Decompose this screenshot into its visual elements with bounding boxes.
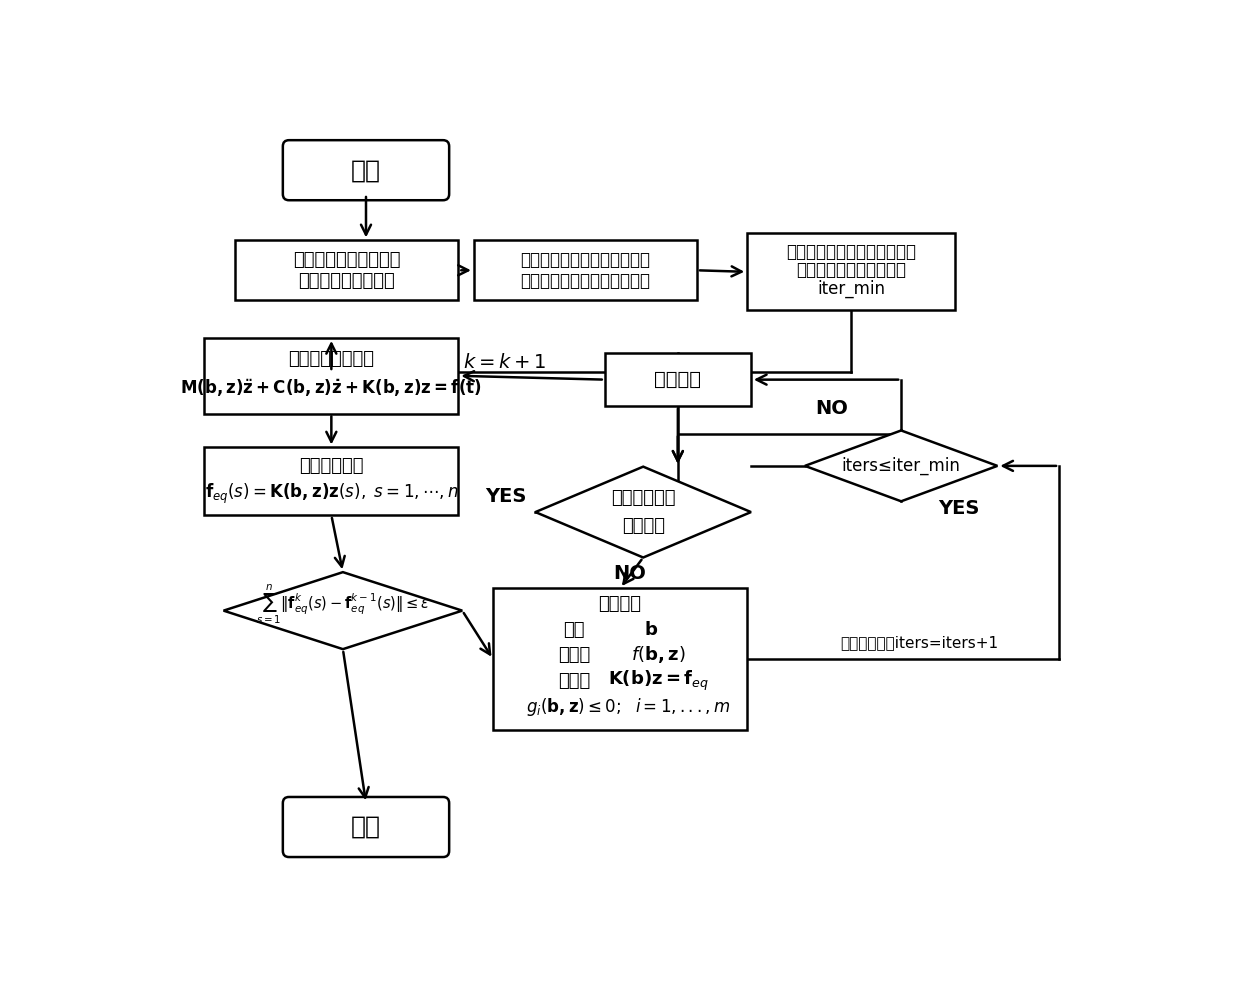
Text: 开始: 开始 xyxy=(351,158,381,183)
Text: 形作为静态机构进行拓扑优化: 形作为静态机构进行拓扑优化 xyxy=(521,272,651,290)
Text: YES: YES xyxy=(939,499,980,518)
FancyBboxPatch shape xyxy=(283,140,449,200)
Text: 优化迭代次数iters=iters+1: 优化迭代次数iters=iters+1 xyxy=(839,634,998,650)
Text: 最小化: 最小化 xyxy=(558,645,590,664)
Bar xyxy=(605,354,751,406)
FancyBboxPatch shape xyxy=(283,797,449,857)
Text: iters≤iter_min: iters≤iter_min xyxy=(842,457,961,475)
Polygon shape xyxy=(223,573,463,649)
Text: 满足：: 满足： xyxy=(558,672,590,689)
Text: 结束: 结束 xyxy=(351,815,381,839)
Bar xyxy=(494,588,748,731)
Text: iter_min: iter_min xyxy=(817,280,885,298)
Bar xyxy=(236,241,459,300)
Bar xyxy=(474,241,697,300)
Text: 非线性动力学分析: 非线性动力学分析 xyxy=(289,350,374,368)
Text: $g_i(\mathbf{b,z})\leq0;\ \ i=1,...,m$: $g_i(\mathbf{b,z})\leq0;\ \ i=1,...,m$ xyxy=(526,696,730,718)
Bar xyxy=(748,234,955,310)
Text: NO: NO xyxy=(816,399,848,417)
Text: YES: YES xyxy=(485,487,527,506)
Text: $\mathbf{f}_{eq}(s)=\mathbf{K(b,z)z}(s),\ s=1,\cdots,n$: $\mathbf{f}_{eq}(s)=\mathbf{K(b,z)z}(s),… xyxy=(205,481,459,506)
Text: 步长搜索: 步长搜索 xyxy=(599,595,641,613)
Text: NO: NO xyxy=(613,565,646,583)
Text: $\mathbf{M(b,z)\ddot{z}+C(b,z)\dot{z}+K(b,z)z=f(t)}$: $\mathbf{M(b,z)\ddot{z}+C(b,z)\dot{z}+K(… xyxy=(181,377,482,399)
Bar xyxy=(205,338,459,413)
Text: 线性优化收敛: 线性优化收敛 xyxy=(611,489,676,508)
Polygon shape xyxy=(805,430,997,501)
Bar xyxy=(205,448,459,516)
Text: $k=k+1$: $k=k+1$ xyxy=(463,354,546,372)
Polygon shape xyxy=(536,466,751,558)
Text: $\mathbf{K(b)z=f}_{eq}$: $\mathbf{K(b)z=f}_{eq}$ xyxy=(608,669,709,693)
Text: 任选机构运动过程中的某一位: 任选机构运动过程中的某一位 xyxy=(521,250,651,268)
Text: 搜索: 搜索 xyxy=(563,621,584,639)
Text: 分析拓扑优化结果，确定拓扑: 分析拓扑优化结果，确定拓扑 xyxy=(786,243,916,261)
Text: 更新设计: 更新设计 xyxy=(655,370,702,389)
Text: b: b xyxy=(645,621,657,639)
Text: $f(\mathbf{b,z})$: $f(\mathbf{b,z})$ xyxy=(631,644,686,665)
Text: 的非线性有限元模型: 的非线性有限元模型 xyxy=(299,272,396,290)
Text: 条件满足: 条件满足 xyxy=(621,517,665,535)
Text: 计算等效载荷: 计算等效载荷 xyxy=(299,457,363,475)
Text: 建立含有运动学自由度: 建立含有运动学自由度 xyxy=(293,250,401,268)
Text: $\sum_{s=1}^{n}\|\mathbf{f}_{eq}^{k}(s)-\mathbf{f}_{eq}^{k-1}(s)\|\leq\varepsilo: $\sum_{s=1}^{n}\|\mathbf{f}_{eq}^{k}(s)-… xyxy=(255,583,430,627)
Text: 优化所需的最小迭代次数: 优化所需的最小迭代次数 xyxy=(796,261,906,279)
